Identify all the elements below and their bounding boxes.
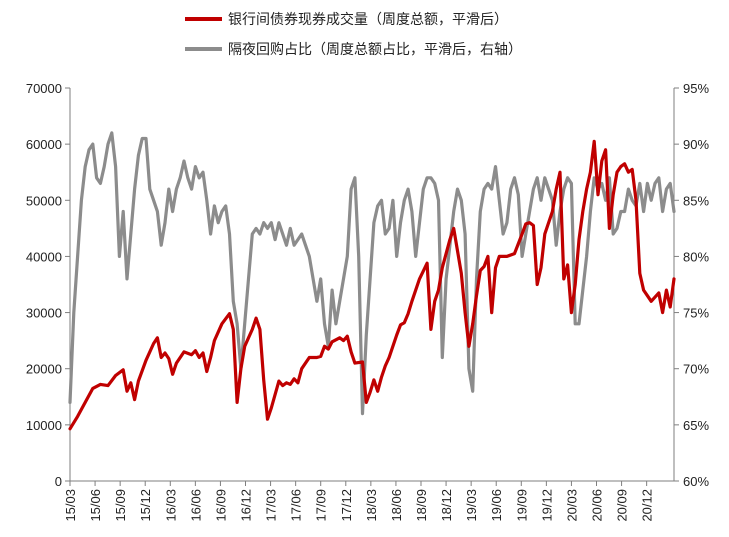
x-tick-label: 19/12 (539, 489, 554, 522)
x-tick-label: 15/12 (138, 489, 153, 522)
x-tick-label: 17/12 (339, 489, 354, 522)
x-tick-label: 19/03 (464, 489, 479, 522)
x-tick-label: 18/12 (439, 489, 454, 522)
x-tick-label: 20/03 (564, 489, 579, 522)
series-layer (68, 131, 676, 431)
x-tick-label: 17/03 (264, 489, 279, 522)
y-left-tick-label: 70000 (26, 81, 62, 96)
x-tick-label: 17/06 (289, 489, 304, 522)
y-right-tick-label: 75% (683, 306, 709, 321)
y-right-ticks: 60% 65% 70% 75% 80% 85% 90% 95% (674, 81, 709, 489)
x-tick-label: 16/03 (163, 489, 178, 522)
x-ticks: 15/03 15/06 15/09 15/12 16/03 16/06 16/09 16/12… (63, 481, 655, 522)
y-left-tick-label: 10000 (26, 418, 62, 433)
y-right-tick-label: 80% (683, 249, 709, 264)
x-tick-label: 16/09 (213, 489, 228, 522)
y-right-tick-label: 85% (683, 193, 709, 208)
legend: 银行间债券现券成交量（周度总额，平滑后） 隔夜回购占比（周度总额占比，平滑后，右… (185, 11, 522, 58)
x-tick-label: 18/03 (364, 489, 379, 522)
y-left-ticks: 0 10000 20000 30000 40000 50000 60000 70000 (26, 81, 70, 489)
legend-label-trading-volume: 银行间债券现券成交量（周度总额，平滑后） (228, 11, 508, 28)
x-tick-label: 18/09 (414, 489, 429, 522)
x-tick-label: 15/09 (113, 489, 128, 522)
x-tick-label: 18/06 (389, 489, 404, 522)
legend-label-overnight-repo: 隔夜回购占比（周度总额占比，平滑后，右轴） (228, 41, 522, 58)
x-tick-label: 20/09 (615, 489, 630, 522)
y-left-tick-label: 40000 (26, 249, 62, 264)
x-tick-label: 16/06 (188, 489, 203, 522)
x-tick-label: 17/09 (314, 489, 329, 522)
x-tick-label: 20/06 (590, 489, 605, 522)
x-tick-label: 19/09 (514, 489, 529, 522)
y-right-tick-label: 90% (683, 137, 709, 152)
x-tick-label: 20/12 (640, 489, 655, 522)
series-line-trading-volume (68, 139, 676, 431)
x-tick-label: 15/06 (88, 489, 103, 522)
y-right-tick-label: 95% (683, 81, 709, 96)
y-left-tick-label: 30000 (26, 306, 62, 321)
y-right-tick-label: 70% (683, 362, 709, 377)
y-right-tick-label: 65% (683, 418, 709, 433)
series-line-overnight-repo (68, 131, 676, 416)
y-left-tick-label: 20000 (26, 362, 62, 377)
y-left-tick-label: 60000 (26, 137, 62, 152)
y-right-tick-label: 60% (683, 474, 709, 489)
y-left-tick-label: 50000 (26, 193, 62, 208)
x-tick-label: 15/03 (63, 489, 78, 522)
x-tick-label: 19/06 (489, 489, 504, 522)
x-tick-label: 16/12 (239, 489, 254, 522)
y-left-tick-label: 0 (55, 474, 62, 489)
